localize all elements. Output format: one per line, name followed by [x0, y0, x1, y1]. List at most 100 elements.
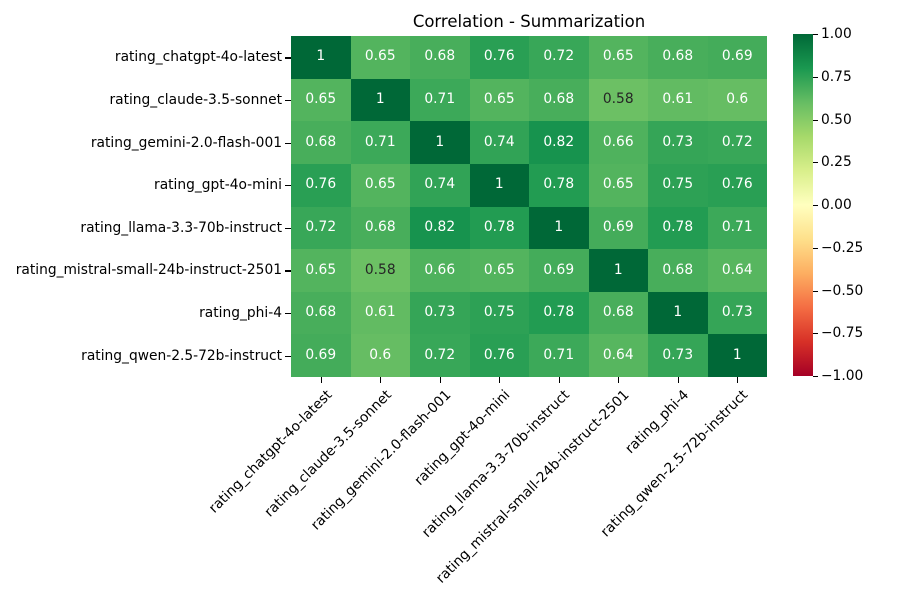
- heatmap-cell: 0.68: [291, 121, 351, 164]
- heatmap-cell: 0.68: [410, 36, 470, 79]
- heatmap-cell: 0.61: [648, 78, 708, 122]
- heatmap-cell: 1: [469, 163, 529, 207]
- heatmap-cell: 0.61: [350, 291, 410, 335]
- heatmap-cell: 0.73: [707, 291, 767, 335]
- heatmap-cell: 0.76: [469, 36, 529, 79]
- heatmap-cell: 0.76: [707, 163, 767, 207]
- heatmap-cell: 0.69: [529, 249, 589, 292]
- heatmap-cell: 0.76: [469, 334, 529, 377]
- heatmap-cell: 1: [350, 78, 410, 122]
- colorbar-tick-label: −0.75: [821, 325, 864, 342]
- heatmap-cell: 0.69: [291, 334, 351, 377]
- heatmap-cell: 0.6: [707, 78, 767, 122]
- colorbar-tick-label: −1.00: [821, 368, 864, 384]
- heatmap-cell: 0.73: [410, 291, 470, 335]
- heatmap-cell: 1: [707, 334, 767, 377]
- colorbar-tick-label: −0.50: [821, 282, 864, 299]
- heatmap-cell: 0.71: [707, 206, 767, 250]
- heatmap-cell: 0.68: [648, 249, 708, 292]
- heatmap-cell: 0.71: [529, 334, 589, 377]
- heatmap-cell: 0.68: [648, 36, 708, 79]
- x-tick-mark: [380, 377, 382, 383]
- heatmap-cell: 0.74: [469, 121, 529, 164]
- x-tick-label: rating_chatgpt-4o-latest: [205, 387, 336, 517]
- y-tick-label: rating_chatgpt-4o-latest: [114, 49, 282, 66]
- colorbar-tick-mark: [813, 205, 818, 207]
- heatmap-cell: 1: [410, 121, 470, 164]
- colorbar-tick-mark: [813, 76, 818, 78]
- y-tick-label: rating_qwen-2.5-72b-instruct: [81, 347, 282, 364]
- heatmap-cell: 0.78: [529, 163, 589, 207]
- heatmap-cell: 0.65: [588, 36, 648, 79]
- heatmap-cell: 0.68: [291, 291, 351, 335]
- heatmap-cell: 1: [648, 291, 708, 335]
- x-tick-mark: [320, 377, 322, 383]
- x-tick-mark: [737, 377, 739, 383]
- heatmap-cell: 0.78: [529, 291, 589, 335]
- colorbar-tick-label: 0.50: [821, 111, 852, 128]
- heatmap-cell: 0.73: [648, 121, 708, 164]
- heatmap-cell: 0.65: [350, 163, 410, 207]
- heatmap-cell: 0.65: [291, 78, 351, 122]
- heatmap-cell: 1: [291, 36, 351, 79]
- heatmap-cell: 0.71: [410, 78, 470, 122]
- heatmap-cell: 0.74: [410, 163, 470, 207]
- y-tick-mark: [285, 99, 291, 102]
- heatmap-cell: 1: [529, 206, 589, 250]
- y-tick-mark: [285, 270, 291, 272]
- heatmap-cell: 0.6: [350, 334, 410, 377]
- heatmap-cell: 0.65: [469, 78, 529, 122]
- heatmap-cell: 0.66: [588, 121, 648, 164]
- heatmap-cell: 0.68: [350, 206, 410, 250]
- x-tick-mark: [618, 377, 620, 383]
- y-tick-label: rating_gpt-4o-mini: [154, 177, 282, 194]
- heatmap-cell: 0.82: [410, 206, 470, 250]
- heatmap-cell: 0.65: [291, 249, 351, 292]
- colorbar-tick-label: −0.25: [821, 239, 864, 256]
- colorbar-tick-mark: [813, 333, 818, 335]
- heatmap-cell: 0.73: [648, 334, 708, 377]
- heatmap-cell: 0.75: [648, 163, 708, 207]
- y-tick-label: rating_mistral-small-24b-instruct-2501: [15, 262, 282, 279]
- heatmap-cell: 0.65: [469, 249, 529, 292]
- chart-title: Correlation - Summarization: [412, 12, 646, 31]
- heatmap-cell: 0.66: [410, 249, 470, 292]
- y-tick-mark: [285, 313, 291, 315]
- heatmap-cell: 0.64: [588, 334, 648, 377]
- heatmap-grid: 1 0.65 0.68 0.76 0.72 0.65 0.68 0.69 0.65 1 0.71 0.…: [291, 36, 767, 377]
- heatmap-cell: 0.78: [648, 206, 708, 250]
- heatmap-cell: 0.68: [588, 291, 648, 335]
- heatmap-cell: 0.69: [588, 206, 648, 250]
- heatmap-cell: 0.78: [469, 206, 529, 250]
- heatmap-cell: 0.65: [588, 163, 648, 207]
- heatmap-cell: 0.76: [291, 163, 351, 207]
- colorbar-tick-mark: [813, 376, 818, 378]
- y-tick-mark: [285, 227, 291, 229]
- colorbar-tick-label: 0.00: [821, 197, 852, 213]
- x-tick-mark: [439, 377, 441, 383]
- colorbar-tick-mark: [813, 290, 818, 292]
- heatmap-cell: 0.64: [707, 249, 767, 292]
- heatmap-cell: 0.72: [291, 206, 351, 250]
- y-tick-mark: [285, 57, 291, 59]
- y-tick-label: rating_llama-3.3-70b-instruct: [80, 219, 282, 236]
- x-tick-mark: [558, 377, 560, 383]
- y-tick-label: rating_gemini-2.0-flash-001: [90, 134, 282, 151]
- heatmap-cell: 1: [588, 249, 648, 292]
- y-tick-mark: [285, 142, 291, 144]
- colorbar-tick-mark: [813, 247, 818, 249]
- heatmap-cell: 0.68: [529, 78, 589, 122]
- x-tick-mark: [499, 377, 501, 383]
- colorbar-gradient: [793, 34, 813, 376]
- x-tick-mark: [677, 377, 679, 383]
- heatmap-cell: 0.72: [529, 36, 589, 79]
- y-tick-mark: [285, 355, 291, 357]
- heatmap-cell: 0.72: [707, 121, 767, 164]
- heatmap-cell: 0.82: [529, 121, 589, 164]
- colorbar-tick-mark: [813, 119, 818, 121]
- colorbar-tick-label: 1.00: [821, 26, 852, 42]
- heatmap-cell: 0.69: [707, 36, 767, 79]
- colorbar-tick-mark: [813, 34, 818, 36]
- heatmap-cell: 0.75: [469, 291, 529, 335]
